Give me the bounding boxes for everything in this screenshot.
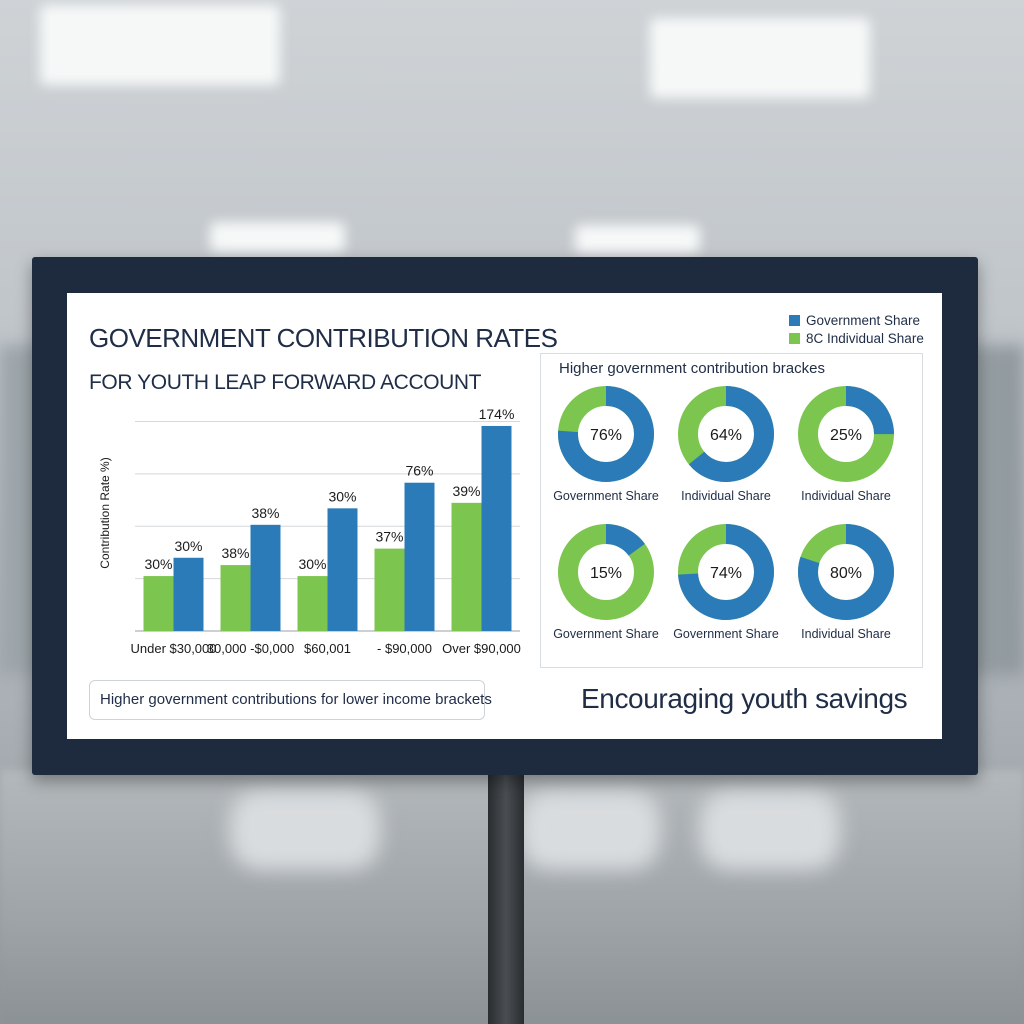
donut-caption: Individual Share <box>681 489 771 503</box>
donut-value-segment <box>558 524 654 620</box>
donut-value-segment <box>798 524 894 620</box>
donut-chart: 80% Individual Share <box>791 522 901 641</box>
x-tick-label: Under $30,000 <box>130 641 216 656</box>
donut-value-label: 76% <box>590 427 622 444</box>
donut-graphic: 25% <box>798 386 894 482</box>
office-chair <box>230 790 380 870</box>
bar-value-label: 30% <box>298 556 326 572</box>
legend-label-government: Government Share <box>806 312 921 328</box>
bar-government-2 <box>327 508 358 631</box>
legend-item-individual: 8C Individual Share <box>789 329 924 347</box>
donut-graphic: 76% <box>558 386 654 482</box>
legend-swatch-government <box>789 314 800 326</box>
bar-government-3 <box>404 482 435 631</box>
office-chair <box>520 790 660 870</box>
legend-swatch-individual <box>789 332 800 344</box>
donut-caption: Individual Share <box>801 489 891 503</box>
bar-value-label: 38% <box>221 545 249 561</box>
bar-individual-2 <box>297 576 328 631</box>
donut-graphic: 74% <box>678 524 774 620</box>
bar-government-4 <box>481 425 512 631</box>
bar-value-label: 39% <box>452 483 480 499</box>
bar-individual-1 <box>220 565 251 631</box>
donut-value-segment <box>558 386 654 482</box>
bar-value-label: 30% <box>174 538 202 554</box>
donut-caption: Government Share <box>553 489 659 503</box>
x-tick-label: - $90,000 <box>377 641 432 656</box>
ceiling-light <box>575 225 700 253</box>
donut-caption: Government Share <box>673 627 779 641</box>
monitor-stand <box>488 775 524 1024</box>
y-axis-label: Contribution Rate %) <box>98 457 112 568</box>
donut-value-segment <box>678 524 774 620</box>
bar-value-label: 38% <box>251 505 279 521</box>
donut-graphic: 80% <box>798 524 894 620</box>
bar-value-label: 37% <box>375 529 403 545</box>
donut-chart: 25% Individual Share <box>791 384 901 503</box>
bar-value-label: 30% <box>328 488 356 504</box>
tagline: Encouraging youth savings <box>581 683 908 714</box>
donut-value-label: 15% <box>590 565 622 582</box>
donut-value-label: 25% <box>830 427 862 444</box>
donut-caption: Government Share <box>553 627 659 641</box>
legend-label-individual: 8C Individual Share <box>806 330 924 346</box>
donut-chart: 74% Government Share <box>671 522 781 641</box>
donut-chart: 64% Individual Share <box>671 384 781 503</box>
donut-value-label: 80% <box>830 565 862 582</box>
donut-chart: 76% Government Share <box>551 384 661 503</box>
donut-panel-title: Higher government contribution brackes <box>559 360 825 377</box>
x-tick-label: $60,001 <box>304 641 351 656</box>
donut-value-label: 64% <box>710 427 742 444</box>
x-tick-label: 30,000 -$0,000 <box>207 641 294 656</box>
chart-title: GOVERNMENT CONTRIBUTION RATES <box>89 323 558 353</box>
ceiling-light <box>40 5 280 85</box>
donut-chart: 15% Government Share <box>551 522 661 641</box>
note-box: Higher government contributions for lowe… <box>89 680 492 720</box>
display-screen: GOVERNMENT CONTRIBUTION RATES FOR YOUTH … <box>67 293 942 739</box>
bar-individual-4 <box>451 502 482 631</box>
donut-caption: Individual Share <box>801 627 891 641</box>
bar-value-label: 30% <box>144 556 172 572</box>
x-tick-label: Over $90,000 <box>442 641 521 656</box>
ceiling-light <box>650 18 870 98</box>
legend-item-government: Government Share <box>789 311 924 329</box>
donut-panel: Higher government contribution brackes 7… <box>540 353 923 668</box>
donut-value-label: 74% <box>710 565 742 582</box>
chart-subtitle: FOR YOUTH LEAP FORWARD ACCOUNT <box>89 371 482 394</box>
donut-graphic: 64% <box>678 386 774 482</box>
bar-individual-3 <box>374 548 405 631</box>
bar-individual-0 <box>143 576 174 631</box>
bar-government-1 <box>250 524 281 631</box>
office-chair <box>700 790 840 870</box>
bar-value-label: 174% <box>479 406 515 422</box>
donut-value-segment <box>678 386 774 482</box>
legend: Government Share 8C Individual Share <box>789 311 924 347</box>
bar-value-label: 76% <box>405 463 433 479</box>
bar-chart: Contribution Rate %) 30% 38% 30% 37% 39% 30% 38… <box>98 406 521 656</box>
bar-government-0 <box>173 557 204 631</box>
ceiling-light <box>210 222 345 252</box>
donut-graphic: 15% <box>558 524 654 620</box>
donut-value-segment <box>798 386 894 482</box>
